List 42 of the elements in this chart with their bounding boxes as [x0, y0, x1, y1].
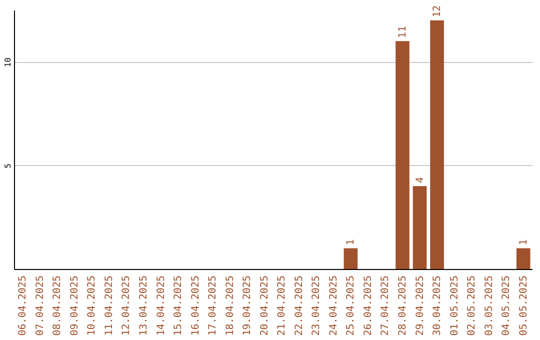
data-label: 1 — [518, 239, 530, 246]
x-tick-label: 20.04.2025 — [259, 276, 270, 336]
x-tick-label: 27.04.2025 — [380, 276, 392, 336]
bar — [516, 248, 530, 269]
x-tick-label: 18.04.2025 — [224, 276, 236, 336]
bar — [396, 41, 410, 269]
x-tick-label: 15.04.2025 — [173, 276, 184, 336]
x-tick-label: 10.04.2025 — [86, 276, 98, 336]
x-tick-label: 04.05.2025 — [501, 276, 512, 336]
x-tick-label: 19.04.2025 — [242, 276, 254, 336]
data-label: 1 — [346, 239, 357, 246]
x-tick-label: 28.04.2025 — [398, 276, 408, 336]
x-tick-label: 08.04.2025 — [52, 276, 64, 336]
x-tick-label: 17.04.2025 — [208, 276, 219, 336]
x-tick-label: 22.04.2025 — [294, 276, 305, 336]
x-tick-label: 09.04.2025 — [69, 276, 80, 336]
x-tick-label: 13.04.2025 — [138, 276, 150, 336]
x-tick-label: 07.04.2025 — [34, 276, 46, 336]
y-tick-label: 5 — [4, 163, 12, 168]
x-tick-label: 03.05.2025 — [484, 276, 495, 336]
x-tick-label: 30.04.2025 — [432, 276, 444, 336]
x-tick-label: 05.05.2025 — [518, 276, 530, 336]
bar — [412, 186, 427, 269]
data-label: 12 — [432, 5, 444, 18]
x-tick-label: 02.05.2025 — [466, 276, 478, 336]
y-tick-label: 10 — [4, 57, 12, 68]
x-tick-label: 23.04.2025 — [311, 276, 322, 336]
x-tick-label: 24.04.2025 — [328, 276, 340, 336]
x-tick-label: 06.04.2025 — [18, 276, 29, 336]
x-tick-label: 12.04.2025 — [121, 276, 132, 336]
x-tick-label: 01.05.2025 — [449, 276, 460, 336]
x-tick-label: 14.04.2025 — [156, 276, 167, 336]
x-tick-label: 16.04.2025 — [190, 276, 202, 336]
x-tick-label: 26.04.2025 — [362, 276, 374, 336]
data-label: 11 — [398, 26, 408, 38]
x-tick-label: 11.04.2025 — [104, 276, 115, 336]
data-label: 4 — [414, 177, 426, 184]
bar — [344, 248, 358, 269]
x-tick-label: 29.04.2025 — [414, 276, 426, 336]
x-tick-label: 21.04.2025 — [276, 276, 288, 336]
bar — [430, 20, 444, 269]
x-tick-label: 25.04.2025 — [346, 276, 357, 336]
